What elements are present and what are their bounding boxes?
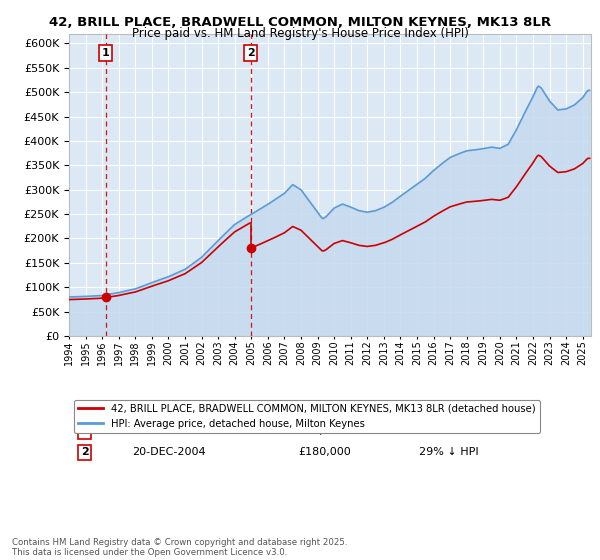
Text: 42, BRILL PLACE, BRADWELL COMMON, MILTON KEYNES, MK13 8LR: 42, BRILL PLACE, BRADWELL COMMON, MILTON… [49, 16, 551, 29]
Text: 2: 2 [247, 48, 254, 58]
Text: 1: 1 [102, 48, 110, 58]
Text: 2: 2 [81, 447, 89, 458]
Text: 29-MAR-1996: 29-MAR-1996 [131, 426, 206, 436]
Text: 29% ↓ HPI: 29% ↓ HPI [419, 447, 478, 458]
Text: £180,000: £180,000 [299, 447, 352, 458]
Text: Price paid vs. HM Land Registry's House Price Index (HPI): Price paid vs. HM Land Registry's House … [131, 27, 469, 40]
Legend: 42, BRILL PLACE, BRADWELL COMMON, MILTON KEYNES, MK13 8LR (detached house), HPI:: 42, BRILL PLACE, BRADWELL COMMON, MILTON… [74, 400, 539, 433]
Text: 6% ↓ HPI: 6% ↓ HPI [419, 426, 471, 436]
Text: 20-DEC-2004: 20-DEC-2004 [131, 447, 205, 458]
Text: Contains HM Land Registry data © Crown copyright and database right 2025.
This d: Contains HM Land Registry data © Crown c… [12, 538, 347, 557]
Text: £78,995: £78,995 [299, 426, 345, 436]
Text: 1: 1 [81, 426, 89, 436]
